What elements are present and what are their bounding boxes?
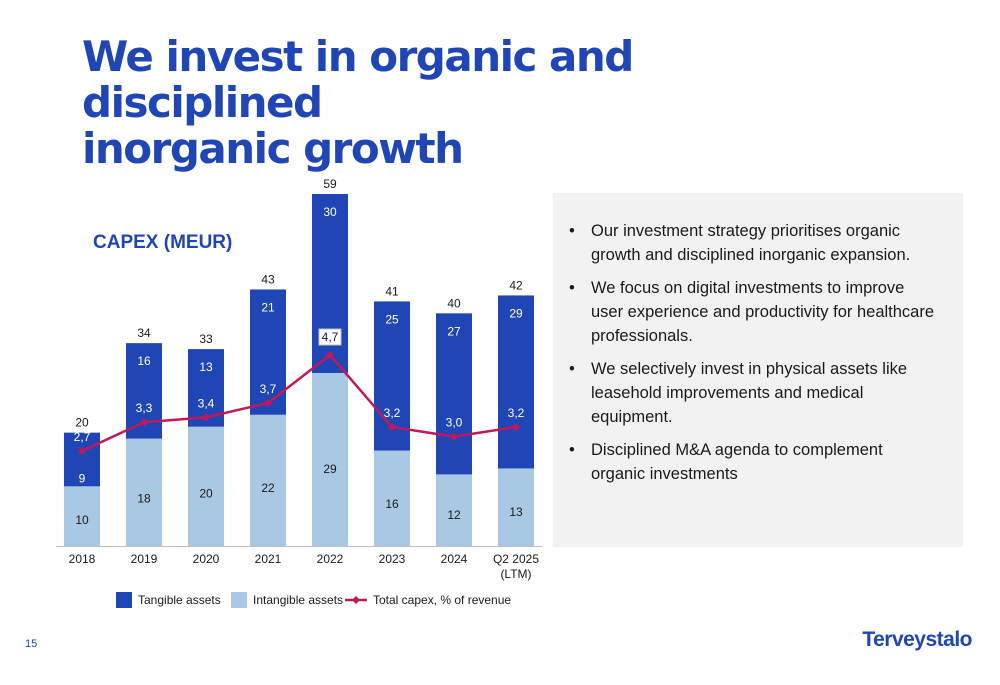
- intangible-value-label: 10: [75, 513, 89, 527]
- title-line-1: We invest in organic and disciplined: [82, 32, 634, 127]
- line-value-label: 3,4: [198, 396, 215, 410]
- line-value-label: 3,2: [508, 406, 525, 420]
- line-label-box: [318, 328, 342, 346]
- line-marker: [388, 423, 396, 431]
- bar-tangible: [64, 432, 100, 487]
- line-value-label: 4,7: [322, 330, 339, 344]
- line-value-label: 3,7: [260, 382, 277, 396]
- page-number: 15: [25, 638, 38, 650]
- line-marker: [450, 432, 458, 441]
- total-value-label: 40: [447, 296, 461, 310]
- line-value-label: 2,7: [74, 430, 91, 444]
- x-tick-label: 2023: [379, 552, 406, 566]
- legend-tangible-label: Tangible assets: [138, 593, 221, 607]
- x-tick-label: Q2 2025: [493, 552, 539, 566]
- bar-intangible: [436, 474, 472, 546]
- x-tick-label: 2021: [255, 552, 282, 566]
- bar-tangible: [436, 313, 472, 475]
- intangible-value-label: 22: [261, 481, 275, 495]
- x-tick-label: (LTM): [500, 567, 531, 581]
- total-value-label: 59: [323, 177, 337, 191]
- intangible-value-label: 20: [199, 486, 213, 500]
- info-panel: Our investment strategy prioritises orga…: [553, 193, 963, 547]
- total-value-label: 20: [75, 416, 89, 430]
- bar-intangible: [374, 450, 410, 546]
- tangible-value-label: 16: [137, 354, 151, 368]
- line-marker: [326, 351, 334, 359]
- x-tick-label: 2022: [317, 552, 344, 566]
- x-tick-label: 2024: [441, 552, 468, 566]
- tangible-value-label: 29: [509, 306, 523, 320]
- capex-chart: CAPEX (MEUR) 10 9 20 2018 18 16 34 2019 20 13 33 202…: [56, 177, 542, 608]
- page-title: We invest in organic and disciplined ino…: [82, 34, 842, 172]
- bar-tangible: [312, 194, 348, 373]
- bar-intangible: [312, 372, 348, 546]
- x-tick-label: 2019: [131, 552, 158, 566]
- line-value-label: 3,3: [136, 401, 153, 415]
- total-value-label: 42: [509, 278, 523, 292]
- bullet-item: Our investment strategy prioritises orga…: [569, 219, 939, 267]
- x-tick-label: 2018: [69, 552, 96, 566]
- line-value-label: 3,0: [446, 416, 463, 430]
- bullet-item: We focus on digital investments to impro…: [569, 276, 939, 348]
- total-value-label: 34: [137, 326, 151, 340]
- intangible-value-label: 12: [447, 508, 461, 522]
- title-line-2: inorganic growth: [82, 124, 464, 173]
- bullet-item: We selectively invest in physical assets…: [569, 357, 939, 429]
- legend-tangible-swatch: [116, 592, 132, 608]
- bar-intangible: [64, 486, 100, 546]
- intangible-value-label: 13: [509, 505, 523, 519]
- line-marker: [512, 423, 520, 431]
- intangible-value-label: 16: [385, 497, 399, 511]
- capex-percent-line: [81, 353, 517, 453]
- intangible-value-label: 29: [323, 462, 337, 476]
- line-marker: [140, 418, 148, 427]
- x-tick-label: 2020: [193, 552, 220, 566]
- bar-intangible: [498, 468, 534, 546]
- bar-intangible: [250, 414, 286, 546]
- bullet-list: Our investment strategy prioritises orga…: [553, 193, 963, 486]
- legend-capex-percent-label: Total capex, % of revenue: [373, 593, 511, 607]
- tangible-value-label: 21: [261, 300, 275, 314]
- tangible-value-label: 13: [199, 360, 213, 374]
- line-marker: [202, 413, 210, 422]
- bar-intangible: [126, 438, 162, 546]
- line-value-label: 3,2: [384, 406, 401, 420]
- legend-intangible-swatch: [231, 592, 247, 608]
- tangible-value-label: 27: [447, 324, 461, 338]
- tangible-value-label: 9: [79, 471, 86, 485]
- tangible-value-label: 30: [323, 205, 337, 219]
- bullet-item: Disciplined M&A agenda to complement org…: [569, 438, 939, 486]
- bar-intangible: [188, 426, 224, 546]
- tangible-value-label: 25: [385, 312, 399, 326]
- total-value-label: 41: [385, 284, 399, 298]
- intangible-value-label: 18: [137, 492, 151, 506]
- bar-tangible: [498, 295, 534, 469]
- line-marker: [78, 447, 86, 455]
- total-value-label: 33: [199, 332, 213, 346]
- terveystalo-logo: Terveystalo: [862, 628, 972, 651]
- chart-title: CAPEX (MEUR): [93, 232, 232, 253]
- legend-intangible-label: Intangible assets: [253, 593, 343, 607]
- total-value-label: 43: [261, 272, 275, 286]
- legend-capex-percent-marker: [352, 596, 360, 604]
- line-marker: [264, 399, 272, 407]
